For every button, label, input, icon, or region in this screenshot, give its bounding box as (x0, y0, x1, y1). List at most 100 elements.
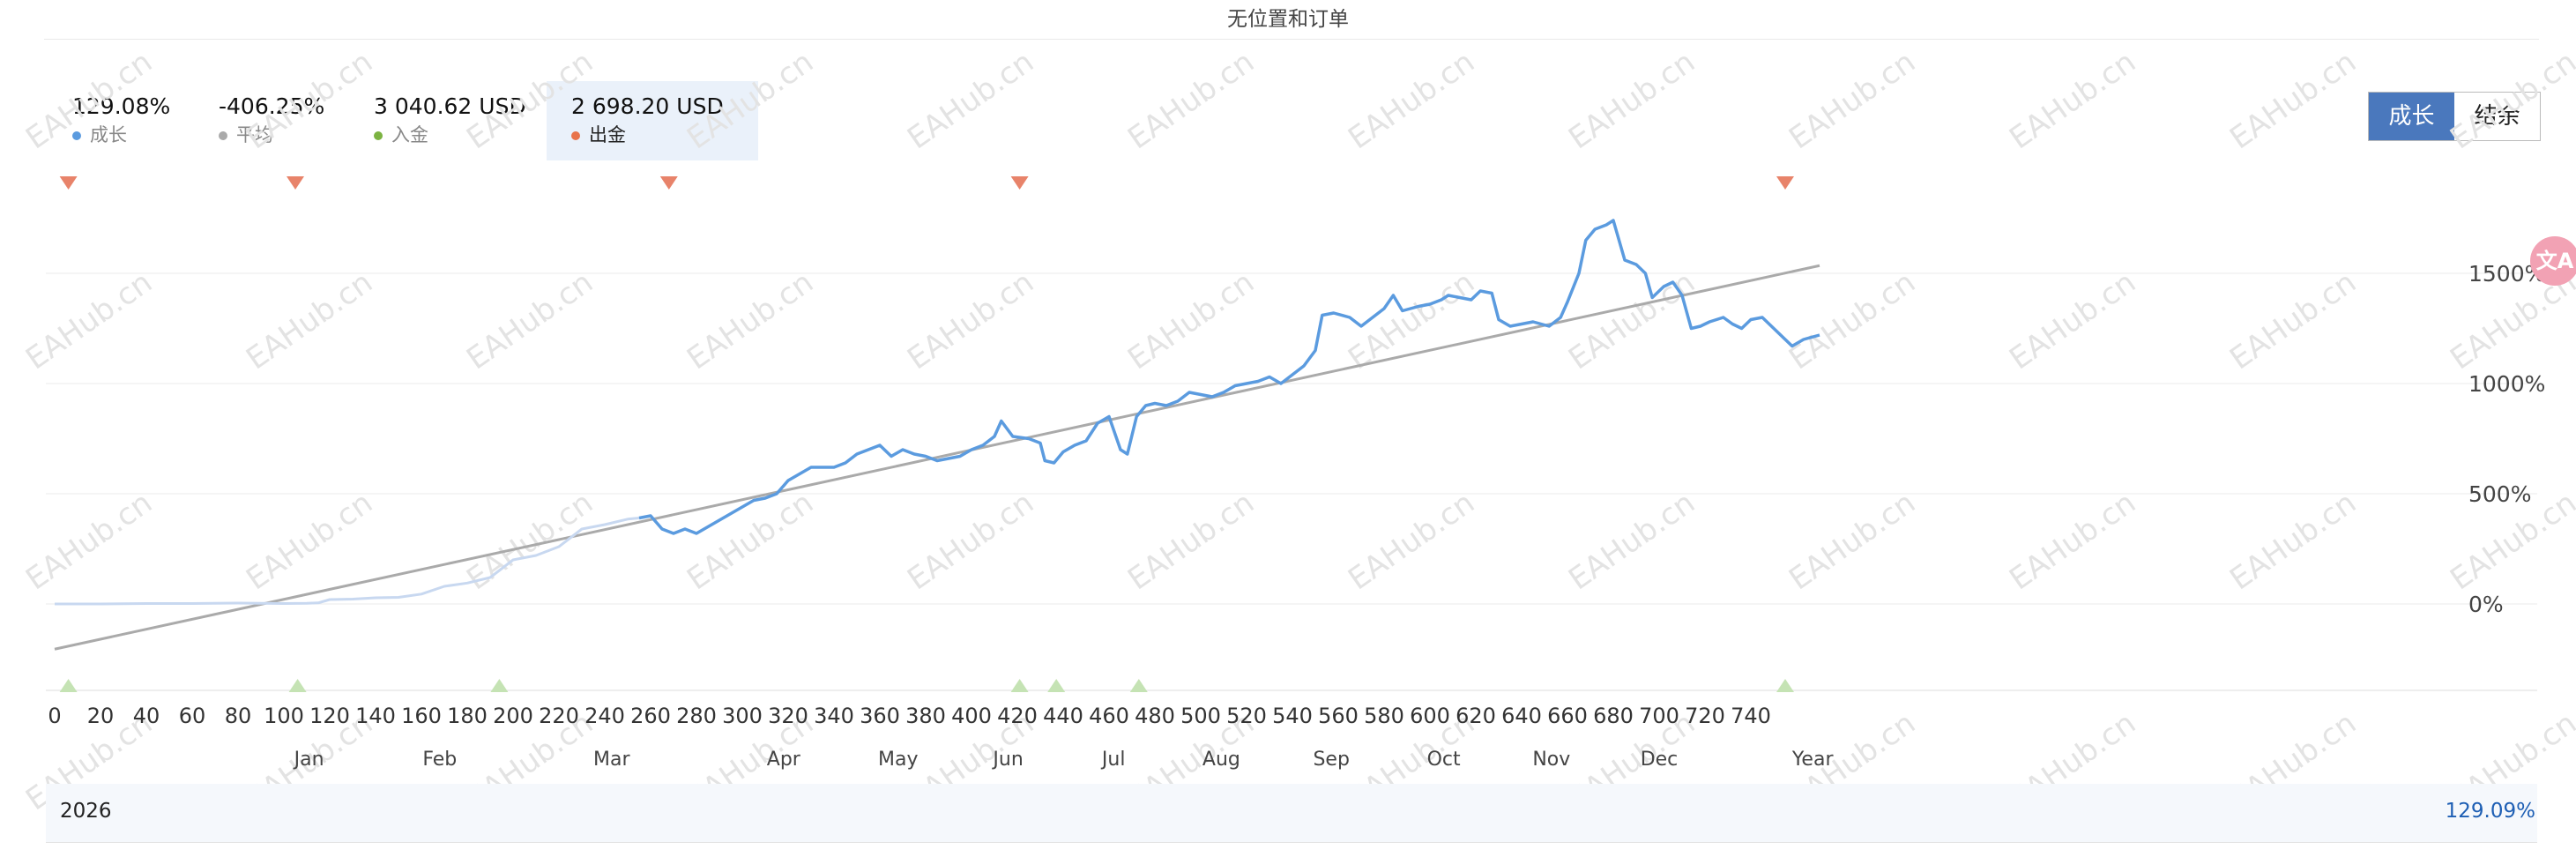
x-tick-label: 140 (355, 704, 396, 728)
month-label: Year (1791, 749, 1835, 771)
x-tick-label: 120 (309, 704, 350, 728)
watermark-text: EAHub.cn (1342, 265, 1481, 376)
watermark-text: EAHub.cn (1783, 265, 1922, 376)
x-tick-label: 220 (539, 704, 579, 728)
x-tick-label: 20 (87, 704, 115, 728)
month-label: Oct (1427, 749, 1461, 771)
legend-item-deposit[interactable]: 3 040.62 USD 入金 (363, 81, 537, 160)
y-tick-label: 500% (2468, 481, 2531, 507)
x-tick-label: 0 (48, 704, 61, 728)
x-tick-label: 180 (447, 704, 488, 728)
legend-dot-icon (219, 131, 227, 140)
watermark-text: EAHub.cn (460, 265, 599, 376)
x-tick-label: 40 (133, 704, 160, 728)
x-tick-label: 420 (997, 704, 1038, 728)
x-tick-label: 80 (225, 704, 252, 728)
month-label: May (878, 749, 918, 771)
legend-label-withdrawal: 出金 (589, 124, 626, 145)
withdrawal-marker (59, 176, 78, 190)
watermark-text: EAHub.cn (2003, 485, 2142, 597)
deposit-marker (1129, 679, 1148, 692)
watermark-text: EAHub.cn (2223, 44, 2363, 156)
x-tick-label: 340 (814, 704, 854, 728)
x-tick-label: 640 (1501, 704, 1542, 728)
month-label: Jun (991, 749, 1023, 771)
month-label: Mar (593, 749, 630, 771)
annual-returns-row: 2026 129.09% (46, 784, 2537, 843)
x-tick-label: 740 (1731, 704, 1771, 728)
annual-total-value: 129.09% (2445, 800, 2535, 823)
watermark-text: EAHub.cn (1342, 485, 1481, 597)
watermark-text: EAHub.cn (901, 485, 1040, 597)
deposit-marker (490, 679, 509, 692)
legend-item-withdrawal[interactable]: 2 698.20 USD 出金 (547, 81, 758, 160)
watermark-text: EAHub.cn (240, 44, 379, 156)
x-tick-label: 440 (1043, 704, 1083, 728)
watermark-text: EAHub.cn (901, 265, 1040, 376)
legend-value-deposit: 3 040.62 USD (374, 93, 526, 119)
title-separator (44, 39, 2539, 40)
watermark-text: EAHub.cn (1783, 485, 1922, 597)
watermark-text: EAHub.cn (1121, 44, 1261, 156)
watermark-text: EAHub.cn (460, 44, 599, 156)
month-label: Dec (1641, 749, 1679, 771)
x-tick-label: 60 (179, 704, 206, 728)
x-tick-label: 380 (905, 704, 946, 728)
legend-label-growth: 成长 (90, 124, 127, 145)
growth-series-line (638, 219, 1820, 535)
withdrawal-marker (1010, 176, 1029, 190)
month-label: Nov (1532, 749, 1570, 771)
watermark-text: EAHub.cn (681, 44, 820, 156)
x-tick-label: 660 (1547, 704, 1588, 728)
balance-toggle-button[interactable]: 结余 (2454, 93, 2540, 140)
month-label: Aug (1202, 749, 1240, 771)
watermark-text: EAHub.cn (2444, 44, 2576, 156)
watermark-text: EAHub.cn (2003, 44, 2142, 156)
growth-series-line-early (55, 517, 640, 606)
watermark-text: EAHub.cn (681, 265, 820, 376)
growth-toggle-button[interactable]: 成长 (2369, 93, 2454, 140)
x-tick-label: 600 (1410, 704, 1450, 728)
x-tick-label: 520 (1226, 704, 1267, 728)
y-tick-label: 1000% (2468, 371, 2545, 397)
x-tick-label: 100 (264, 704, 304, 728)
month-label: Jan (293, 749, 324, 771)
y-tick-label: 0% (2468, 592, 2504, 617)
legend-item-growth[interactable]: 129.08% 成长 (62, 81, 181, 160)
legend-label-average: 平均 (236, 124, 273, 145)
x-tick-label: 460 (1089, 704, 1129, 728)
x-tick-label: 580 (1364, 704, 1404, 728)
average-series-line (54, 264, 1820, 651)
watermark-text: EAHub.cn (19, 44, 159, 156)
deposit-marker (59, 679, 78, 692)
x-tick-label: 500 (1180, 704, 1221, 728)
watermark-text: EAHub.cn (2223, 485, 2363, 597)
watermark-text: EAHub.cn (19, 485, 159, 597)
withdrawal-marker (1776, 176, 1794, 190)
x-tick-label: 400 (951, 704, 992, 728)
annual-year-label: 2026 (60, 800, 112, 823)
deposit-marker (1776, 679, 1794, 692)
withdrawal-marker (287, 176, 304, 190)
chart-title: 无位置和订单 (1227, 8, 1349, 31)
watermark-text: EAHub.cn (1562, 485, 1701, 597)
translate-icon[interactable]: 文A (2530, 236, 2576, 286)
chart-mode-toggle: 成长 结余 (2368, 92, 2541, 141)
month-label: Jul (1100, 749, 1126, 771)
watermark-text: EAHub.cn (2003, 265, 2142, 376)
deposit-marker (1047, 679, 1066, 692)
legend-dot-icon (374, 131, 383, 140)
deposit-marker (1010, 679, 1029, 692)
watermark-text: EAHub.cn (1121, 265, 1261, 376)
legend-value-growth: 129.08% (72, 93, 171, 119)
x-tick-label: 260 (630, 704, 671, 728)
legend-item-average[interactable]: -406.25% 平均 (208, 81, 335, 160)
legend-value-withdrawal: 2 698.20 USD (571, 93, 724, 119)
x-tick-label: 240 (584, 704, 625, 728)
legend-label-deposit: 入金 (391, 124, 428, 145)
watermark-text: EAHub.cn (1562, 265, 1701, 376)
x-tick-label: 540 (1272, 704, 1313, 728)
x-tick-label: 200 (493, 704, 533, 728)
x-tick-label: 300 (722, 704, 763, 728)
